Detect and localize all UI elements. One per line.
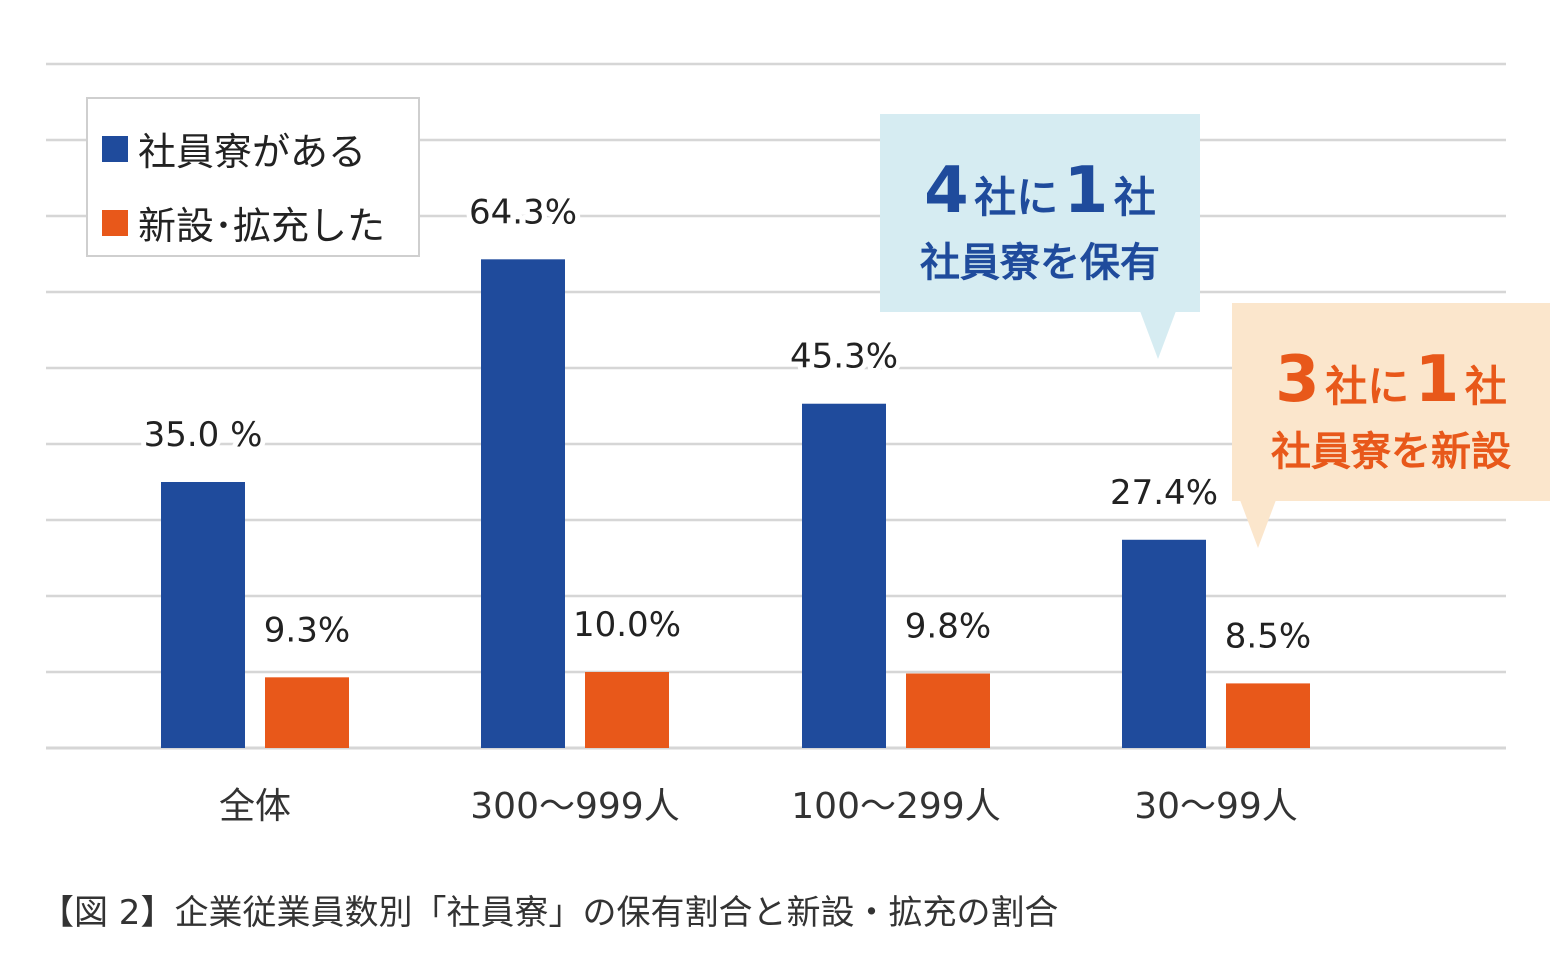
bar-new [265,677,349,748]
legend-item-dormitory: 社員寮がある [102,121,366,176]
data-label: 35.0 % [144,415,263,455]
legend-swatch-blue [102,135,128,162]
x-tick-label: 300〜999人 [470,786,679,827]
bar-dormitory [802,403,886,748]
x-tick-label: 100〜299人 [791,786,1000,827]
bar-new [1226,683,1310,748]
callout-text: 社 [1113,173,1156,222]
callout-pointer [1240,500,1276,548]
data-label: 45.3% [790,337,898,377]
bar-new [585,672,669,748]
data-label: 64.3% [469,192,577,232]
callout-number: 4 [924,154,969,228]
callout-new-construction: 3 社に 1 社 社員寮を新設 [1232,303,1550,501]
x-tick-label: 全体 [219,786,291,827]
callout-ownership: 4 社に 1 社 社員寮を保有 [880,114,1200,312]
legend-label: 社員寮がある [138,130,367,174]
legend-label: 新設･拡充した [138,204,386,248]
x-tick-label: 30〜99人 [1134,786,1298,827]
data-label: 27.4% [1110,473,1218,513]
callout-subtext: 社員寮を新設 [1271,429,1511,475]
callout-number: 3 [1275,343,1320,417]
bar-dormitory [1122,539,1206,748]
legend-item-new: 新設･拡充した [102,195,385,250]
callout-number: 1 [1063,154,1109,228]
bar-chart: 35.0 % 9.3% 全体 64.3% 10.0% 300〜999人 45.3% 9.8% 1… [46,62,1506,827]
callout-text: 社 [1464,362,1507,411]
data-label: 8.5% [1225,616,1311,656]
data-label: 10.0% [573,605,681,645]
bar-new [906,673,990,748]
figure-caption: 【図 2】企業従業員数別「社員寮」の保有割合と新設・拡充の割合 [40,893,1059,933]
callout-subtext: 社員寮を保有 [920,240,1160,286]
legend: 社員寮がある 新設･拡充した [86,97,420,257]
callout-text: 社に [974,173,1059,222]
callout-pointer [1140,311,1176,359]
callout-text: 社に [1325,362,1410,411]
legend-swatch-orange [102,209,128,236]
bar-dormitory [161,482,245,748]
callout-number: 1 [1414,343,1460,417]
data-label: 9.3% [264,610,350,650]
data-label: 9.8% [905,607,991,647]
bar-dormitory [481,259,565,748]
